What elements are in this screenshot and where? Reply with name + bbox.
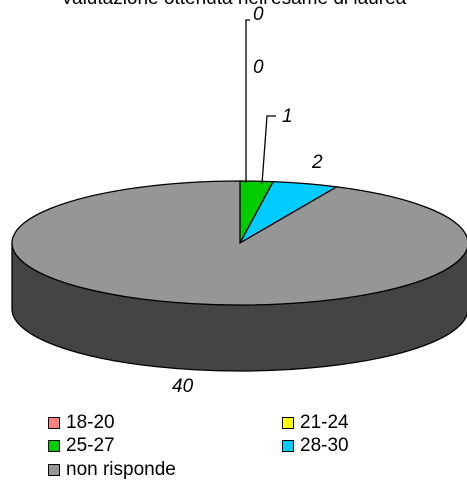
leader-line-25-27 (261, 115, 276, 185)
data-label-25-27: 1 (282, 106, 293, 127)
pie-chart-plot: 0 0 1 2 40 (11, 4, 467, 397)
legend-item-18-20: 18-20 (48, 412, 115, 434)
data-label-21-24: 0 (253, 57, 264, 78)
chart-title: Valutazione ottenuta nell'esame di laure… (0, 0, 467, 10)
legend-label: 18-20 (66, 412, 115, 433)
legend-swatch (282, 440, 294, 452)
legend-swatch (48, 440, 60, 452)
legend-label: 21-24 (300, 412, 349, 433)
legend-swatch (282, 417, 294, 429)
legend-label: non risponde (66, 459, 176, 480)
pie-slice-non-risponde (11, 180, 467, 306)
legend-item-25-27: 25-27 (48, 435, 115, 457)
legend-item-non-risponde: non risponde (48, 459, 176, 481)
legend-item-28-30: 28-30 (282, 435, 349, 457)
leader-line-18-20 (245, 19, 250, 183)
legend-swatch (48, 417, 60, 429)
data-label-non-risponde: 40 (172, 376, 194, 397)
legend-label: 28-30 (300, 435, 349, 456)
data-label-28-30: 2 (311, 152, 323, 173)
legend-swatch (48, 464, 60, 476)
data-label-18-20: 0 (253, 4, 264, 25)
legend-label: 25-27 (66, 435, 115, 456)
legend-item-21-24: 21-24 (282, 412, 349, 434)
